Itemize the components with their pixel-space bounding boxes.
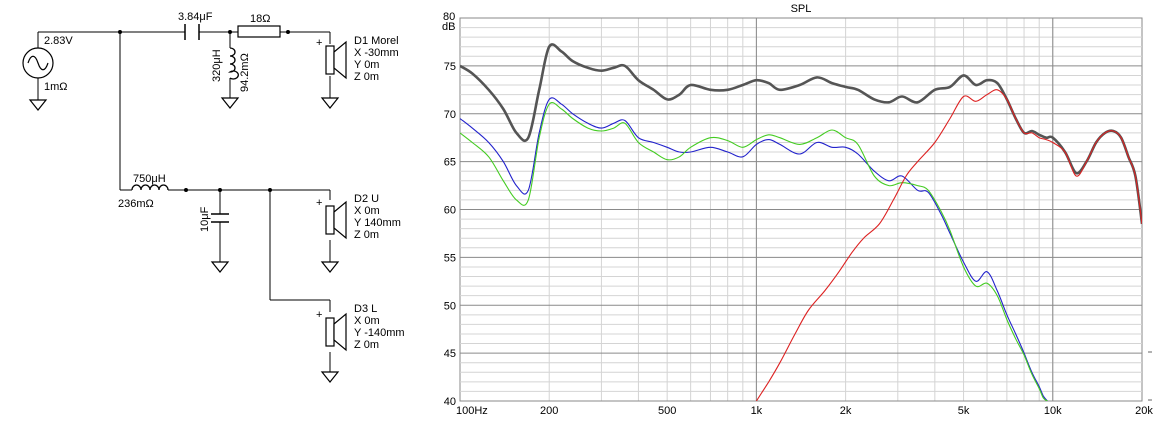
junction-dot (286, 30, 290, 34)
major-grid (460, 17, 1142, 402)
chart-title: SPL (791, 3, 812, 15)
driver-d2[interactable] (325, 200, 347, 240)
y-tick-label: 50 (444, 300, 456, 312)
x-axis-labels: 100Hz 200 500 1k 2k 5k 10k 20k (456, 405, 1153, 417)
ground-icon (320, 371, 340, 383)
driver-d3[interactable] (325, 312, 347, 352)
sine-icon (27, 55, 49, 71)
x-tick-label: 500 (658, 405, 676, 417)
driver-d2-name: D2 U (354, 193, 379, 205)
ground-icon (320, 261, 340, 273)
driver-d3-name: D3 L (354, 303, 377, 315)
x-tick-label: 5k (958, 405, 970, 417)
y-tick-label: 45 (444, 348, 456, 360)
y-tick-label: 70 (444, 109, 456, 121)
ground-icon (28, 99, 48, 111)
inductor-l1[interactable] (227, 47, 239, 80)
ground-icon (210, 261, 230, 273)
driver-d2-y: Y 140mm (354, 217, 401, 229)
x-tick-label: 1k (751, 405, 763, 417)
driver-d1-x: X -30mm (354, 47, 399, 59)
x-tick-label: 10k (1044, 405, 1062, 417)
junction-dot (184, 188, 188, 192)
voltage-source[interactable] (22, 47, 54, 79)
y-tick-label: 60 (444, 205, 456, 217)
y-tick-label: 75 (444, 61, 456, 73)
y-tick-label: 40 (444, 396, 456, 408)
source-voltage-label: 2.83V (44, 35, 73, 47)
junction-dot (268, 188, 272, 192)
driver-d1-y: Y 0m (354, 59, 379, 71)
driver-d1-name: D1 Morel (354, 35, 399, 47)
driver-d3-y: Y -140mm (354, 327, 405, 339)
inductor-l1-label: 320μH (211, 49, 223, 82)
capacitor-c1-label: 3.84μF (178, 11, 213, 23)
x-tick-label: 20k (1135, 405, 1153, 417)
y-axis-labels: 40 45 50 55 60 65 70 75 80 (443, 11, 456, 408)
series-line-2 (460, 97, 1048, 401)
driver-d2-plus: + (316, 197, 322, 209)
junction-dot (218, 188, 222, 192)
series-line-3 (460, 102, 1048, 401)
y-tick-label: 80 (443, 11, 455, 23)
ground-icon (220, 97, 240, 109)
junction-dot (118, 30, 122, 34)
inductor-l2-label: 750μH (133, 173, 166, 185)
driver-d1-z: Z 0m (354, 71, 379, 83)
y-tick-label: 55 (444, 252, 456, 264)
x-tick-label: 100Hz (456, 405, 488, 417)
capacitor-c2-label: 10μF (199, 206, 211, 232)
resistor-r1-label: 18Ω (250, 13, 270, 25)
ground-icon (320, 97, 340, 109)
capacitor-c2[interactable] (211, 213, 229, 223)
resistor-r1[interactable] (237, 25, 281, 38)
y-axis-unit: dB (442, 21, 455, 33)
x-tick-label: 200 (540, 405, 558, 417)
inductor-l2-resistance: 236mΩ (118, 198, 154, 210)
driver-d1-plus: + (316, 37, 322, 49)
series-line-4 (755, 89, 1142, 401)
driver-d1[interactable] (325, 40, 347, 80)
series-line-1 (460, 43, 1142, 225)
capacitor-c1[interactable] (184, 24, 200, 40)
x-tick-label: 2k (840, 405, 852, 417)
driver-d3-x: X 0m (354, 315, 380, 327)
driver-d2-x: X 0m (354, 205, 380, 217)
inductor-l1-resistance: 94.2mΩ (239, 53, 251, 92)
junction-dot (228, 30, 232, 34)
schematic-canvas: 2.83V 1mΩ 3.84μF 18Ω 320μH 94.2mΩ 750μH … (22, 11, 405, 383)
driver-d2-z: Z 0m (354, 229, 379, 241)
driver-d3-z: Z 0m (354, 339, 379, 351)
series-layer (460, 43, 1142, 401)
source-resistance-label: 1mΩ (44, 81, 68, 93)
driver-d3-plus: + (316, 309, 322, 321)
inductor-l2[interactable] (131, 184, 169, 191)
y-tick-label: 65 (444, 157, 456, 169)
